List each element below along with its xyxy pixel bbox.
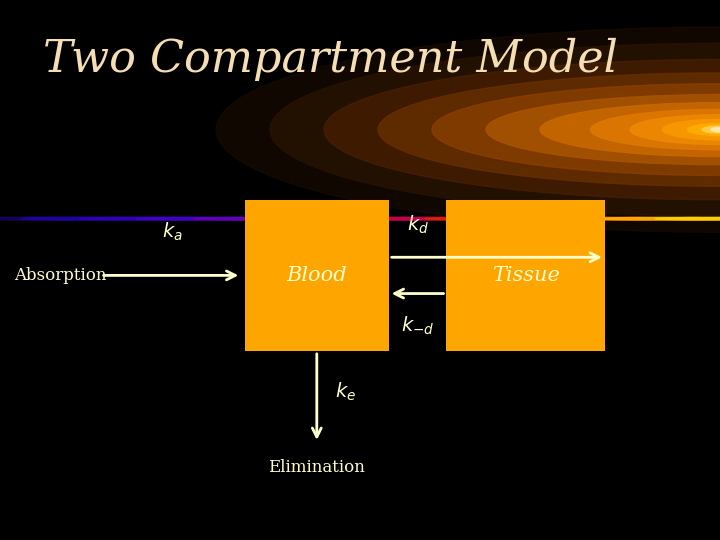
- Text: $k_d$: $k_d$: [407, 213, 428, 235]
- Text: $k_a$: $k_a$: [163, 221, 183, 243]
- Ellipse shape: [216, 27, 720, 232]
- Ellipse shape: [655, 217, 720, 220]
- Ellipse shape: [590, 109, 720, 150]
- Ellipse shape: [540, 217, 670, 220]
- Text: $k_e$: $k_e$: [335, 380, 356, 403]
- Ellipse shape: [662, 119, 720, 140]
- Text: Elimination: Elimination: [269, 459, 365, 476]
- Ellipse shape: [540, 103, 720, 157]
- Ellipse shape: [310, 217, 439, 220]
- Text: Tissue: Tissue: [492, 266, 559, 285]
- Ellipse shape: [486, 94, 720, 165]
- Ellipse shape: [432, 84, 720, 176]
- Ellipse shape: [482, 217, 612, 220]
- Ellipse shape: [688, 124, 720, 136]
- Text: Blood: Blood: [287, 266, 347, 285]
- Ellipse shape: [137, 217, 266, 220]
- Ellipse shape: [194, 217, 324, 220]
- Ellipse shape: [367, 217, 497, 220]
- Text: $k_{-d}$: $k_{-d}$: [401, 315, 434, 338]
- Bar: [446, 200, 605, 351]
- Ellipse shape: [252, 217, 382, 220]
- Text: Absorption: Absorption: [14, 267, 107, 284]
- Ellipse shape: [79, 217, 209, 220]
- Bar: [245, 200, 389, 351]
- Ellipse shape: [711, 127, 720, 132]
- Ellipse shape: [0, 217, 101, 220]
- Ellipse shape: [425, 217, 554, 220]
- Ellipse shape: [630, 115, 720, 145]
- Ellipse shape: [598, 217, 720, 220]
- Ellipse shape: [22, 217, 151, 220]
- Ellipse shape: [324, 59, 720, 200]
- Text: Two Compartment Model: Two Compartment Model: [43, 38, 618, 81]
- Ellipse shape: [702, 126, 720, 133]
- Ellipse shape: [378, 73, 720, 186]
- Ellipse shape: [270, 43, 720, 216]
